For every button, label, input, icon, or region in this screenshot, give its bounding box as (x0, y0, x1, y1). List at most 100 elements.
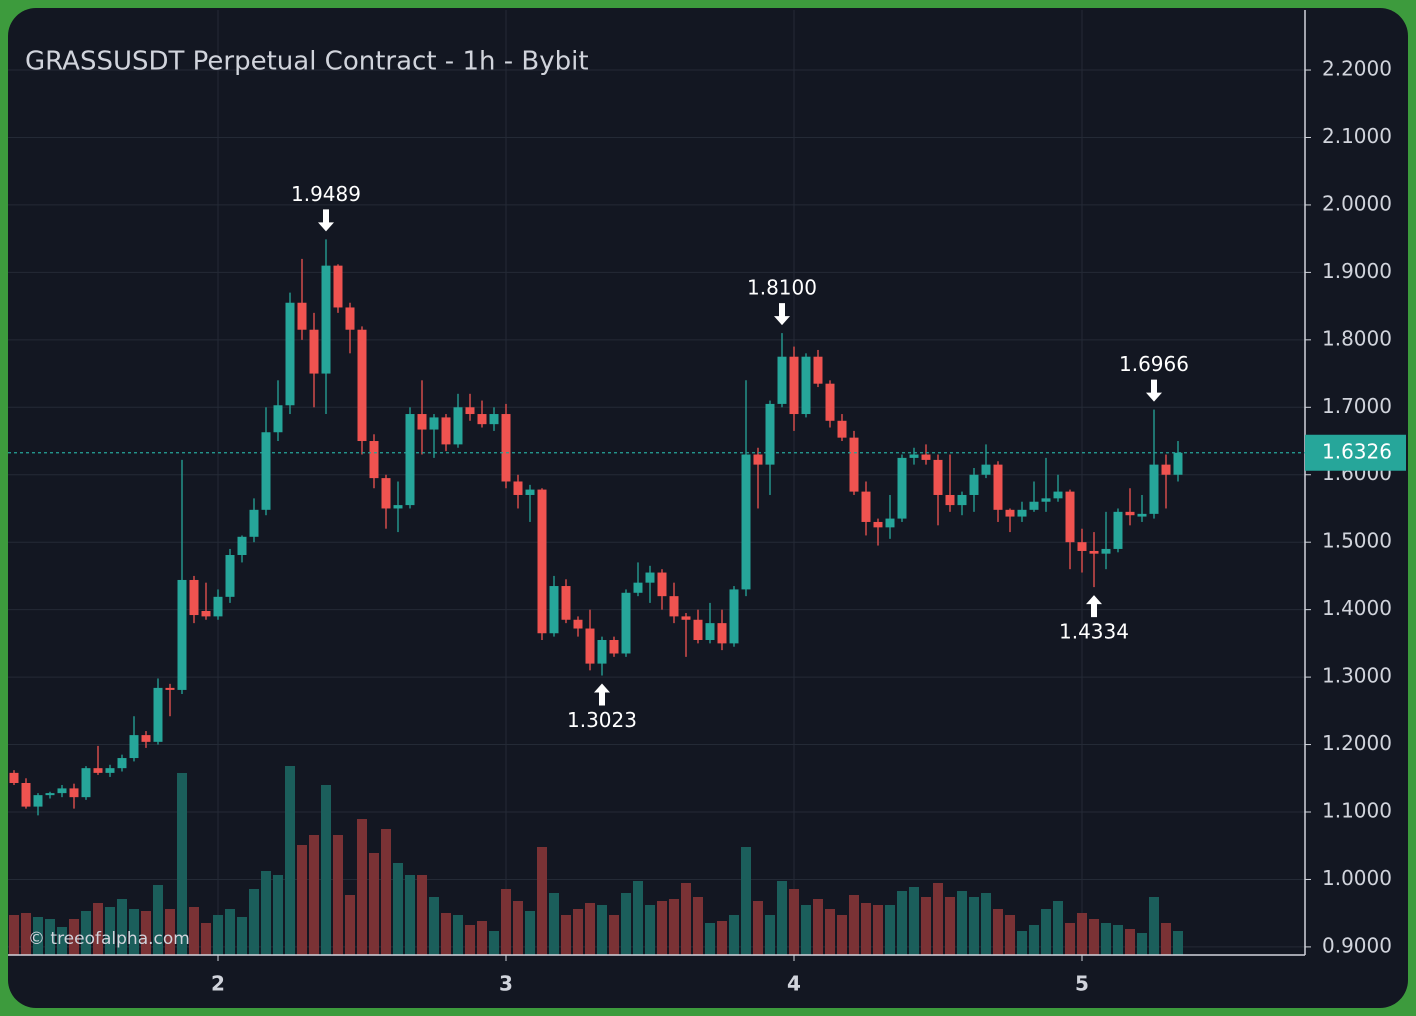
candle-body (765, 403, 775, 465)
volume-bar (741, 847, 751, 955)
candle-body (897, 457, 907, 519)
volume-bar (813, 899, 823, 955)
candle-body (561, 586, 571, 620)
candle-body (717, 623, 727, 644)
candle-body (753, 454, 763, 465)
volume-bar (477, 921, 487, 955)
volume-bar (21, 913, 31, 955)
volume-bar (633, 881, 643, 955)
volume-bar (729, 915, 739, 955)
annotation-label: 1.4334 (1059, 620, 1129, 644)
candle-body (813, 356, 823, 384)
candle-body (609, 640, 619, 654)
candle-body (141, 735, 151, 742)
annotation-arrow (1146, 379, 1162, 402)
chart-title: GRASSUSDT Perpetual Contract - 1h - Bybi… (25, 47, 589, 77)
candle-body (405, 414, 415, 506)
candle-body (645, 572, 655, 583)
annotation-label: 1.9489 (291, 182, 361, 206)
annotation-label: 1.8100 (747, 276, 817, 300)
candle-body (1101, 548, 1111, 554)
candle-body (213, 596, 223, 617)
candle-body (381, 478, 391, 509)
volume-bar (225, 909, 235, 955)
volume-bar (669, 899, 679, 955)
volume-bar (945, 897, 955, 955)
volume-bar (441, 913, 451, 955)
annotation-label: 1.6966 (1119, 352, 1189, 376)
candle-body (777, 356, 787, 404)
candle-body (873, 521, 883, 528)
volume-bar (249, 889, 259, 955)
volume-bar (105, 907, 115, 955)
volume-bar (861, 903, 871, 955)
candle-body (201, 610, 211, 617)
x-tick-label: 4 (787, 972, 801, 996)
candle-body (729, 589, 739, 644)
volume-bar (1101, 923, 1111, 955)
volume-bar (81, 911, 91, 955)
candle-body (945, 494, 955, 506)
volume-bar (585, 903, 595, 955)
candle-body (297, 302, 307, 330)
volume-bar (621, 893, 631, 955)
candle-body (1065, 491, 1075, 543)
volume-bar (1053, 901, 1063, 955)
candle-body (1137, 513, 1147, 517)
candle-body (261, 432, 271, 510)
y-tick-label: 2.1000 (1322, 124, 1392, 148)
candle-body (105, 768, 115, 773)
candle-body (333, 265, 343, 308)
candle-body (741, 454, 751, 590)
volume-bar (189, 907, 199, 955)
candle-body (45, 793, 55, 796)
candle-body (1029, 501, 1039, 510)
volume-bar (93, 903, 103, 955)
candle-body (477, 414, 487, 425)
volume-bar (405, 875, 415, 955)
candle-body (573, 619, 583, 629)
candle-body (453, 407, 463, 445)
volume-bar (489, 931, 499, 955)
candle-body (969, 474, 979, 495)
candle-body (657, 572, 667, 597)
volume-bar (573, 909, 583, 955)
candle-body (1173, 452, 1183, 475)
volume-bar (141, 911, 151, 955)
volume-bar (33, 917, 43, 955)
volume-bar (801, 905, 811, 955)
candle-body (621, 592, 631, 654)
candle-body (1149, 464, 1159, 514)
candle-body (9, 772, 19, 783)
candle-body (237, 536, 247, 556)
volume-bar (69, 919, 79, 955)
candle-body (993, 464, 1003, 510)
volume-bar (273, 875, 283, 955)
candle-body (153, 687, 163, 742)
candle-body (177, 579, 187, 690)
volume-bar (1065, 923, 1075, 955)
volume-bar (213, 915, 223, 955)
candle-body (909, 454, 919, 458)
candle-body (501, 414, 511, 482)
volume-bar (1077, 913, 1087, 955)
volume-bar (717, 921, 727, 955)
annotation-arrow (1086, 595, 1102, 618)
volume-bar (333, 835, 343, 955)
candle-body (957, 494, 967, 506)
volume-bar (1029, 925, 1039, 955)
volume-bar (549, 893, 559, 955)
volume-bar (1161, 923, 1171, 955)
volume-bar (1173, 931, 1183, 955)
volume-bar (597, 905, 607, 955)
candle-body (825, 383, 835, 421)
volume-bar (1017, 931, 1027, 955)
volume-bar (177, 773, 187, 955)
x-tick-label: 5 (1075, 972, 1089, 996)
y-tick-label: 1.1000 (1322, 799, 1392, 823)
candle-body (693, 619, 703, 640)
volume-bar (417, 875, 427, 955)
volume-bar (513, 901, 523, 955)
candle-body (273, 405, 283, 433)
